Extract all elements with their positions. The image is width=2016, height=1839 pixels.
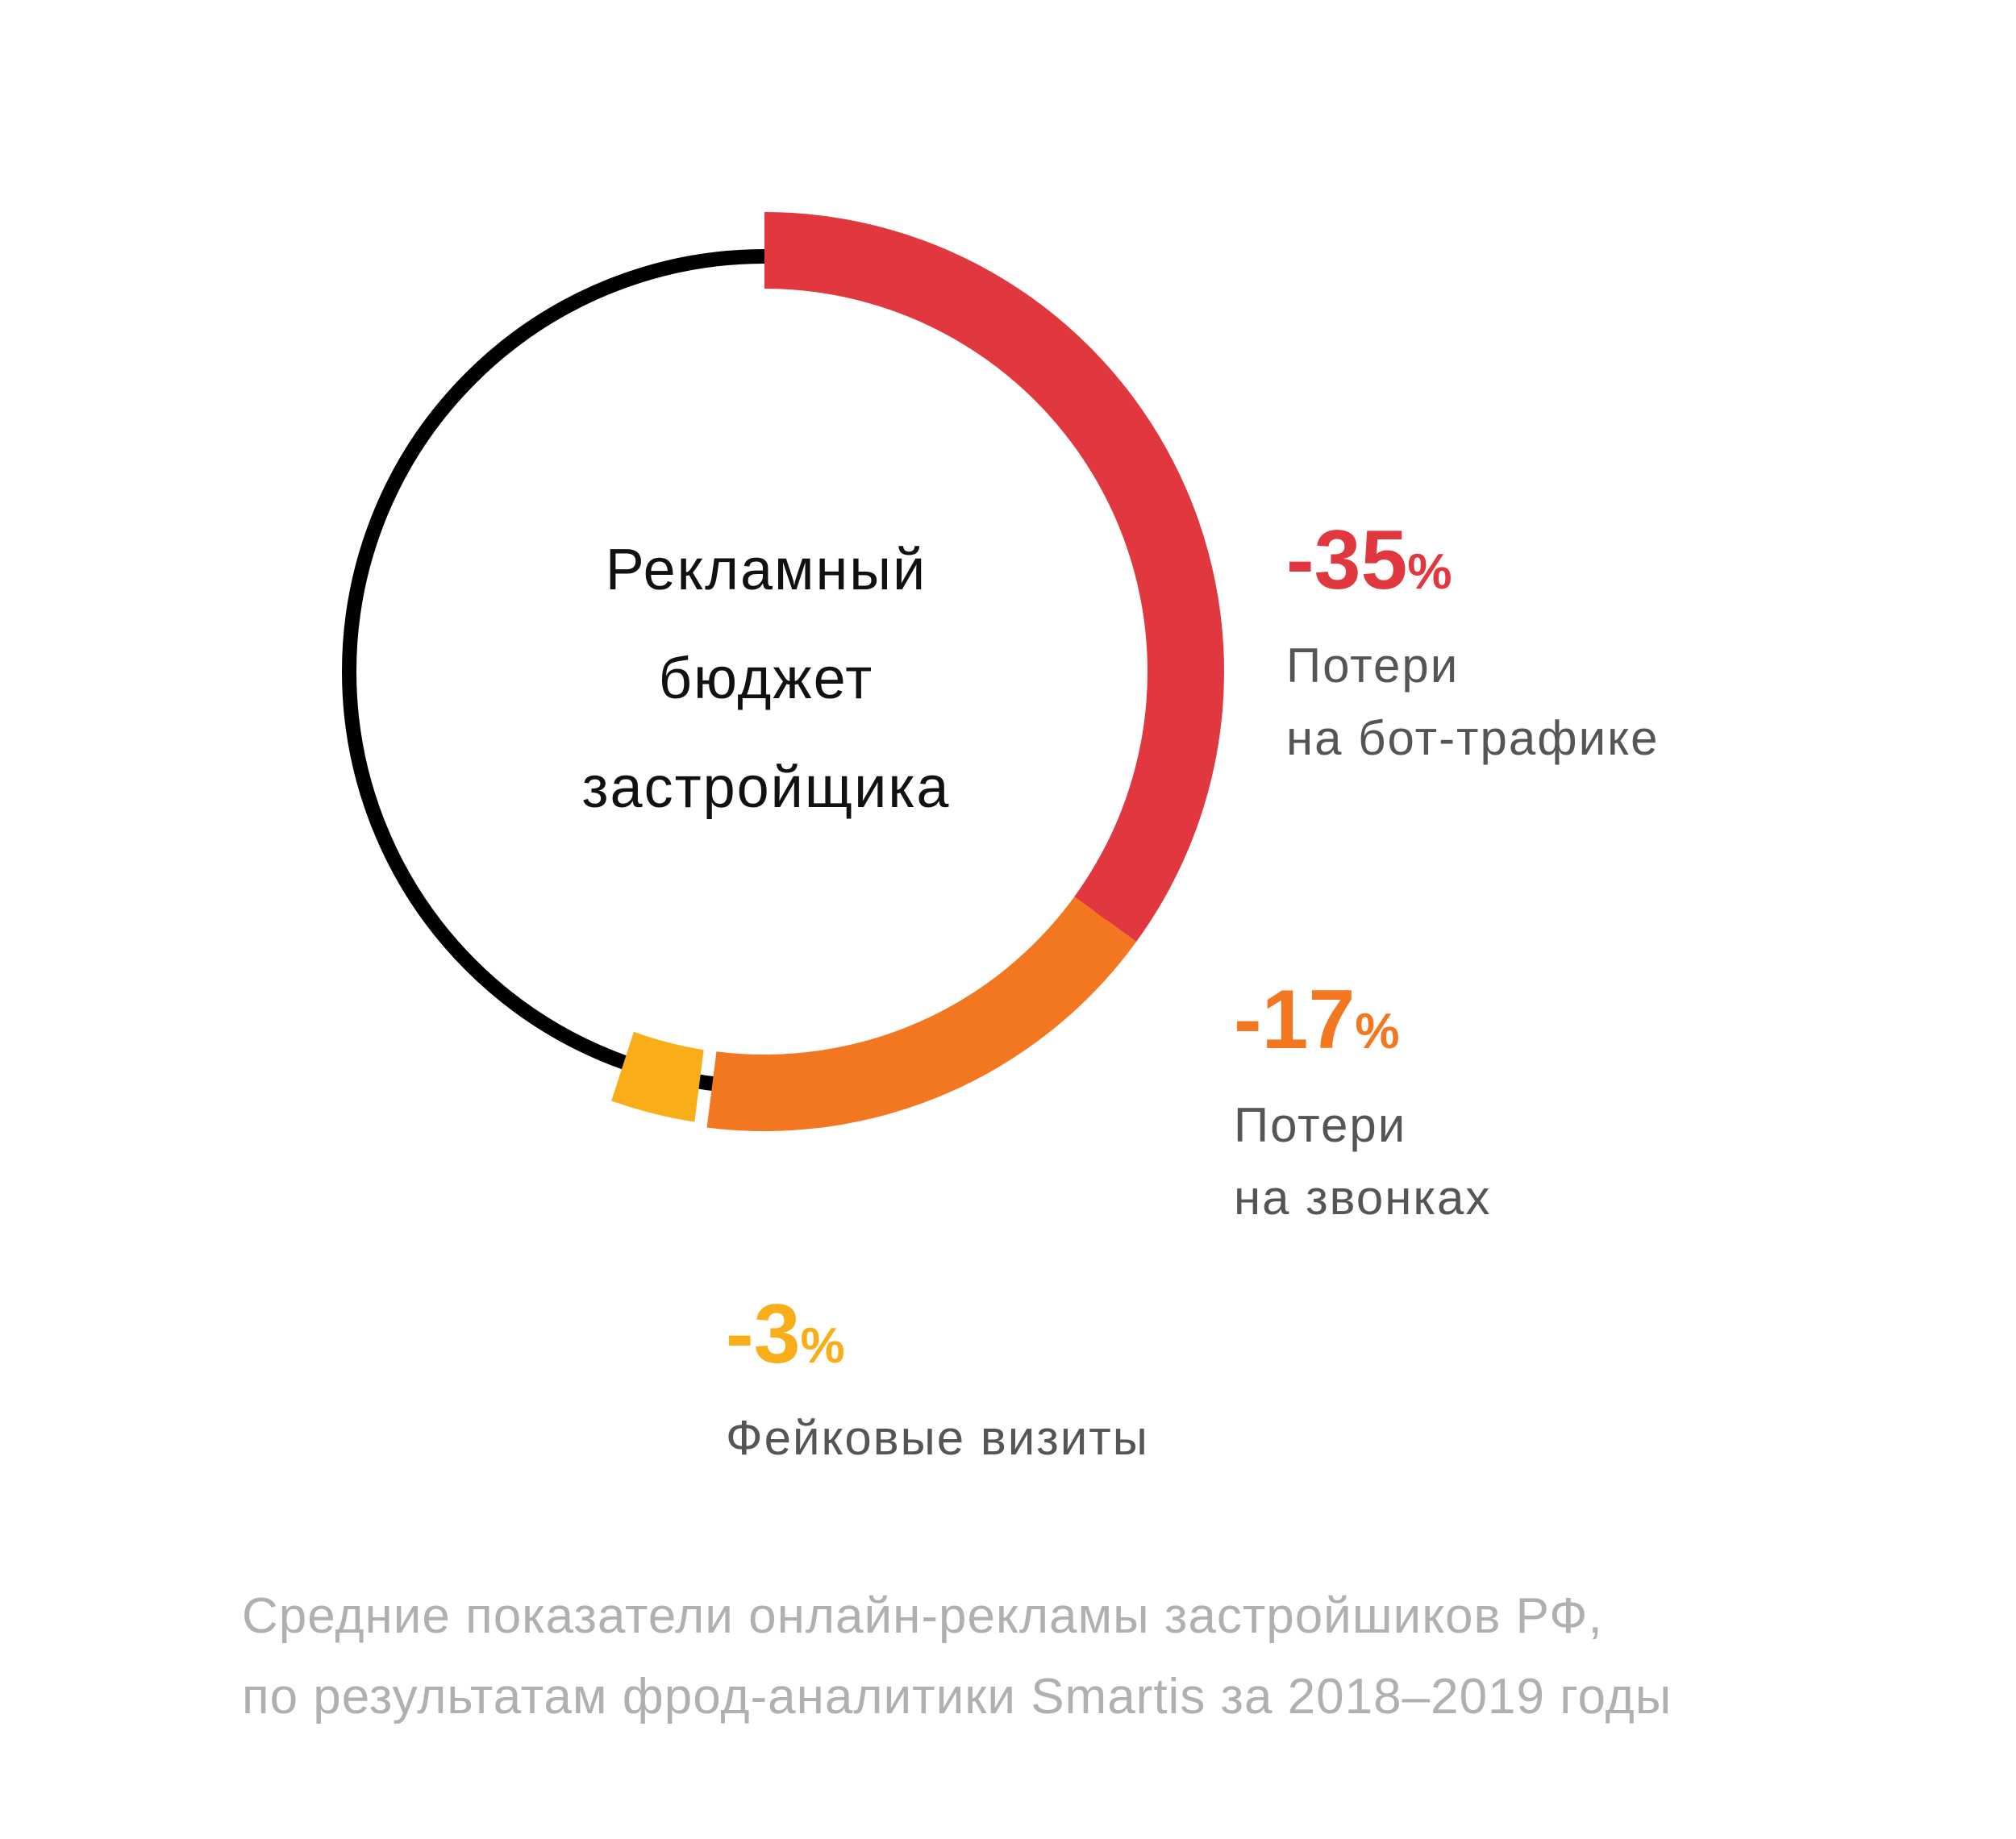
segment-calls <box>706 897 1137 1131</box>
bot-traffic-value: -35 <box>1286 514 1408 607</box>
fake-visits-percent: -3% <box>726 1290 1149 1391</box>
calls-unit: % <box>1355 1004 1400 1059</box>
callout-calls: -17% Потери на звонках <box>1234 976 1491 1234</box>
center-label-line-3: застройщика <box>581 755 951 820</box>
fake-visits-desc: Фейковые визиты <box>726 1402 1149 1475</box>
center-label: Рекламный бюджет застройщика <box>484 516 1048 843</box>
bot-traffic-unit: % <box>1407 544 1452 600</box>
callout-fake-visits: -3% Фейковые визиты <box>726 1290 1149 1475</box>
bot-traffic-percent: -35% <box>1286 516 1659 617</box>
calls-desc-line-1: Потери <box>1234 1098 1407 1152</box>
bot-traffic-desc: Потери на бот-трафике <box>1286 630 1659 775</box>
footnote-line-2: по результатам фрод-аналитики Smartis за… <box>242 1669 1672 1725</box>
calls-percent: -17% <box>1234 976 1491 1076</box>
bot-traffic-desc-line-1: Потери <box>1286 639 1460 693</box>
segment-bot-traffic <box>764 212 1225 942</box>
calls-desc: Потери на звонках <box>1234 1089 1491 1234</box>
center-label-line-1: Рекламный <box>605 538 927 602</box>
fake-visits-value: -3 <box>726 1288 801 1381</box>
bot-traffic-desc-line-2: на бот-трафике <box>1286 711 1660 765</box>
calls-desc-line-2: на звонках <box>1234 1171 1492 1225</box>
callout-bot-traffic: -35% Потери на бот-трафике <box>1286 516 1659 775</box>
segment-fake-visits <box>611 1031 704 1122</box>
calls-value: -17 <box>1234 973 1356 1067</box>
footnote: Средние показатели онлайн-рекламы застро… <box>242 1576 1672 1737</box>
fake-visits-unit: % <box>800 1318 845 1374</box>
footnote-line-1: Средние показатели онлайн-рекламы застро… <box>242 1588 1603 1644</box>
center-label-line-2: бюджет <box>658 647 874 711</box>
fake-visits-desc-line-1: Фейковые визиты <box>726 1411 1149 1465</box>
